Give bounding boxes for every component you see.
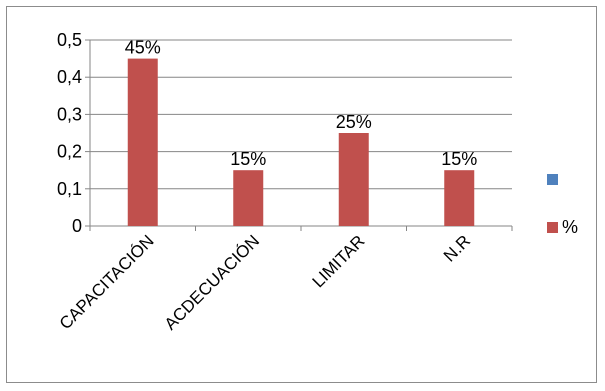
chart-frame [6, 6, 597, 383]
data-label: 25% [336, 112, 372, 132]
legend-swatch-series-2 [547, 222, 558, 233]
bar-1 [127, 58, 158, 226]
y-tick-label: 0,1 [57, 179, 82, 199]
y-tick-label: 0,5 [57, 30, 82, 50]
legend-label: % [562, 217, 578, 237]
data-label: 45% [125, 38, 161, 58]
y-tick-label: 0 [72, 216, 82, 236]
y-tick-label: 0,4 [57, 67, 82, 87]
x-category-label: LIMITAR [309, 231, 369, 291]
bar-3 [338, 133, 369, 226]
bar-2 [233, 170, 264, 226]
x-category-label: N.R [440, 231, 474, 265]
legend-swatch-series-1 [547, 174, 558, 185]
x-category-label: CAPACITACIÓN [56, 231, 158, 333]
data-label: 15% [441, 149, 477, 169]
x-category-label: ACDECUACIÓN [161, 231, 263, 333]
y-tick-label: 0,3 [57, 104, 82, 124]
y-tick-label: 0,2 [57, 142, 82, 162]
bar-4 [444, 170, 475, 226]
data-label: 15% [230, 149, 266, 169]
